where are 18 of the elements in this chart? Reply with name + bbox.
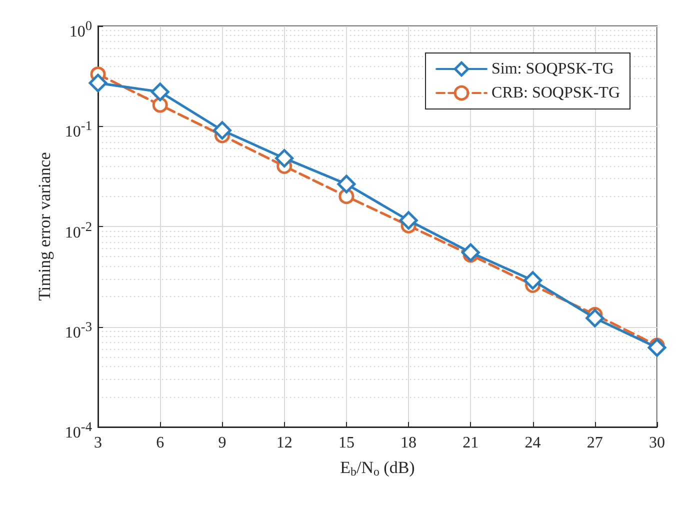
legend-label: Sim: SOQPSK-TG: [492, 60, 614, 78]
y-tick-label: 10$^{0}$: [69, 17, 92, 40]
x-tick-label: 9: [218, 434, 226, 452]
x-tick-label: 12: [276, 434, 292, 452]
x-tick-label: 27: [586, 434, 603, 452]
x-tick-label: 21: [462, 434, 479, 452]
x-tick-label: 24: [524, 434, 541, 452]
x-tick-label: 3: [94, 434, 102, 452]
y-axis-title: Timing error variance: [35, 152, 54, 301]
x-tick-label: 15: [338, 434, 354, 452]
x-tick-label: 18: [400, 434, 417, 452]
legend-label: CRB: SOQPSK-TG: [492, 84, 620, 102]
x-tick-label: 6: [156, 434, 164, 452]
y-tick-label: 10$^{-1}$: [64, 117, 92, 141]
y-tick-label: 10$^{-4}$: [64, 418, 92, 442]
y-tick-label: 10$^{-2}$: [64, 218, 92, 241]
x-tick-label: 30: [649, 434, 665, 452]
y-tick-label: 10$^{-3}$: [64, 318, 92, 342]
